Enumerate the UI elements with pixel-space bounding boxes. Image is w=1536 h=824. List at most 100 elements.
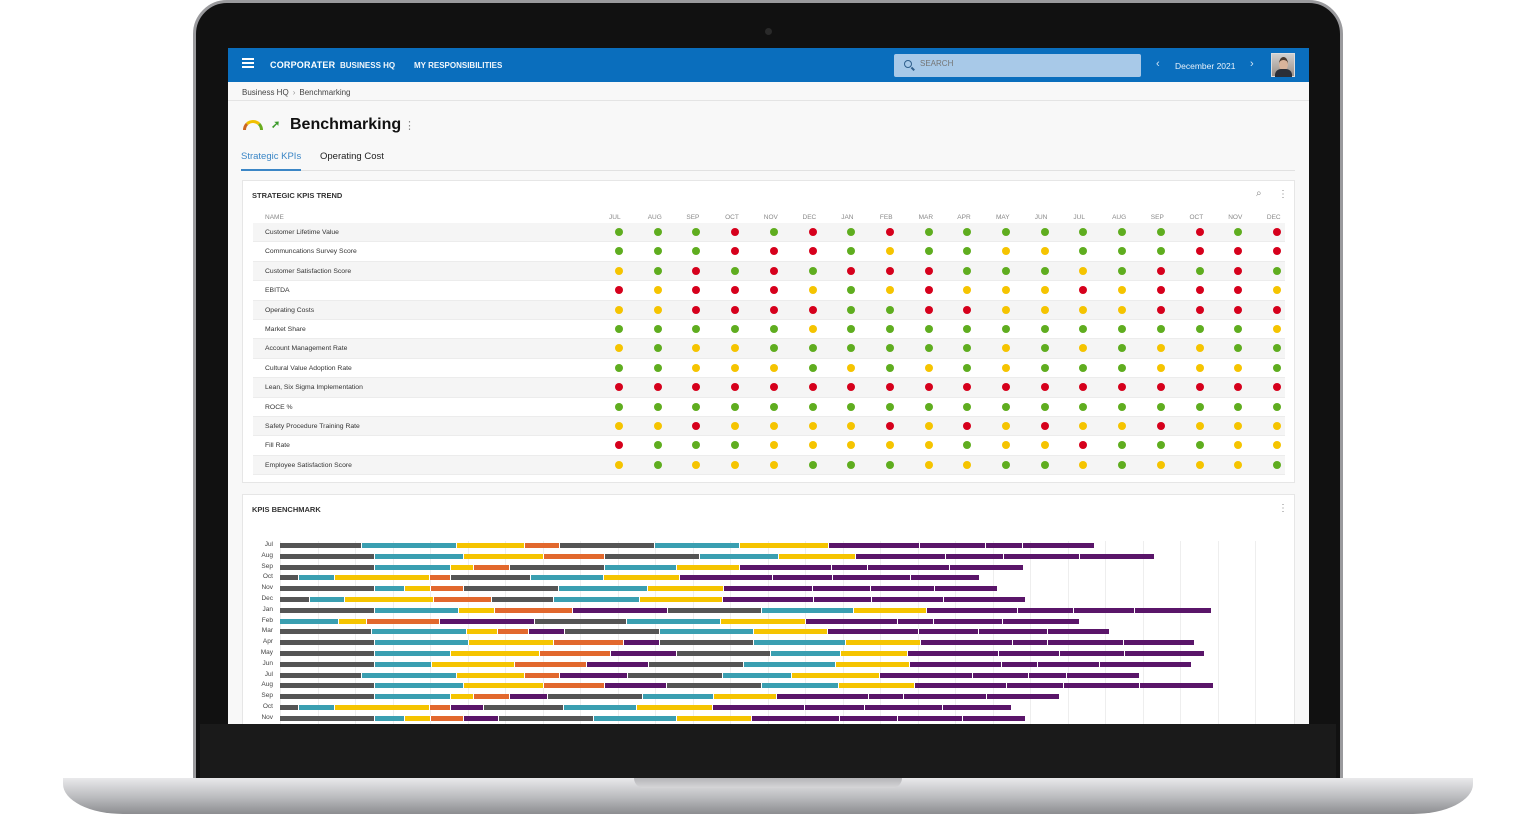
bar-segment[interactable] [648,586,724,592]
status-dot[interactable] [692,286,701,295]
status-dot[interactable] [1156,247,1165,256]
bar-segment[interactable] [1135,607,1212,613]
bar-segment[interactable] [525,543,560,548]
status-dot[interactable] [731,305,740,314]
bar-segment[interactable] [362,543,457,548]
status-dot[interactable] [1234,402,1243,411]
bar-segment[interactable] [280,607,375,613]
status-dot[interactable] [885,266,894,275]
bar-segment[interactable] [667,683,762,689]
breadcrumb-business-hq[interactable]: Business HQ [242,88,289,97]
bar-segment[interactable] [637,705,713,710]
bar-segment[interactable] [640,597,723,602]
bar-segment[interactable] [525,672,560,678]
bar-segment[interactable] [908,651,999,656]
bar-segment[interactable] [1067,672,1140,678]
bar-segment[interactable] [375,694,451,700]
status-dot[interactable] [924,344,933,353]
bar-segment[interactable] [564,705,637,710]
bar-segment[interactable] [927,607,1018,613]
bar-segment[interactable] [911,575,980,581]
bar-segment[interactable] [856,553,946,559]
status-dot[interactable] [615,402,623,411]
bar-segment[interactable] [854,607,927,613]
bar-segment[interactable] [660,640,754,646]
status-dot[interactable] [653,402,662,411]
bar-segment[interactable] [451,651,540,656]
bar-segment[interactable] [434,597,492,602]
status-dot[interactable] [1156,363,1165,372]
status-dot[interactable] [731,228,740,236]
bar-segment[interactable] [1038,661,1100,667]
bar-segment[interactable] [868,564,950,570]
status-dot[interactable] [692,247,701,256]
bar-segment[interactable] [628,672,723,678]
status-dot[interactable] [963,383,972,392]
status-dot[interactable] [808,460,817,469]
bar-segment[interactable] [362,672,457,678]
status-dot[interactable] [808,247,817,256]
bar-segment[interactable] [898,618,934,624]
status-dot[interactable] [692,266,701,275]
bar-segment[interactable] [280,672,362,678]
hamburger-menu-icon[interactable] [242,58,254,68]
status-dot[interactable] [692,422,701,430]
status-dot[interactable] [1079,247,1088,256]
status-dot[interactable] [731,325,740,333]
status-dot[interactable] [769,247,778,256]
status-dot[interactable] [924,402,933,411]
bar-segment[interactable] [280,661,375,667]
status-dot[interactable] [1040,286,1049,295]
kpi-row[interactable]: Operating Costs [253,300,1285,320]
status-dot[interactable] [653,363,662,372]
status-dot[interactable] [1002,363,1010,372]
status-dot[interactable] [1118,325,1127,333]
status-dot[interactable] [885,363,894,372]
bar-segment[interactable] [440,618,535,624]
status-dot[interactable] [1234,383,1243,392]
tab-strategic-kpis[interactable]: Strategic KPIs [241,151,302,171]
bar-segment[interactable] [919,629,979,635]
status-dot[interactable] [808,383,817,392]
status-dot[interactable] [1195,305,1204,314]
bar-segment[interactable] [375,607,459,613]
bar-segment[interactable] [677,564,740,570]
status-dot[interactable] [653,305,662,314]
status-dot[interactable] [1234,286,1243,295]
bar-segment[interactable] [869,694,904,700]
status-dot[interactable] [1272,286,1281,295]
status-dot[interactable] [885,305,894,314]
bar-segment[interactable] [459,607,495,613]
bar-segment[interactable] [474,564,510,570]
status-dot[interactable] [1272,402,1281,411]
bar-segment[interactable] [762,607,854,613]
bar-segment[interactable] [1048,640,1124,646]
status-dot[interactable] [1002,422,1010,430]
kpi-row[interactable]: Account Management Rate [253,339,1285,359]
status-dot[interactable] [1195,422,1204,430]
status-dot[interactable] [731,460,740,469]
status-dot[interactable] [1272,441,1281,450]
bar-segment[interactable] [531,575,604,581]
status-dot[interactable] [615,422,623,430]
bar-segment[interactable] [754,640,846,646]
bar-segment[interactable] [898,715,963,721]
status-dot[interactable] [1156,266,1165,275]
status-dot[interactable] [1118,305,1127,314]
kpi-row[interactable]: Market Share [253,320,1285,340]
bar-segment[interactable] [451,705,484,710]
status-dot[interactable] [963,422,972,430]
status-dot[interactable] [769,305,778,314]
search-box[interactable] [894,54,1141,77]
kpi-row[interactable]: Safety Procedure Training Rate [253,417,1285,437]
status-dot[interactable] [808,363,817,372]
status-dot[interactable] [731,441,740,450]
status-dot[interactable] [963,247,972,256]
status-dot[interactable] [1272,460,1281,469]
status-dot[interactable] [1040,266,1049,275]
status-dot[interactable] [1156,344,1165,353]
bar-segment[interactable] [935,586,998,592]
status-dot[interactable] [924,363,933,372]
nav-my-responsibilities[interactable]: MY RESPONSIBILITIES [414,61,503,70]
bar-segment[interactable] [495,607,573,613]
